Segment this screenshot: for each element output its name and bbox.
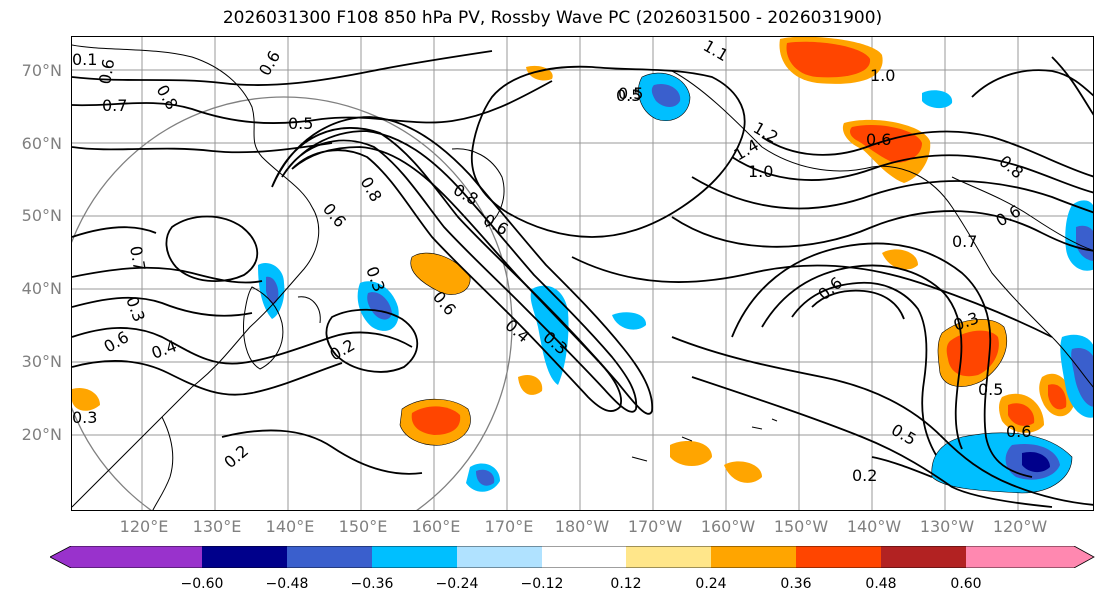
map-svg: 0.6 0.7 0.8 0.5 0.5 0.6 0.7 0.3 0.6 0.4 …	[72, 37, 1093, 510]
colorbar-tick: 0.48	[865, 576, 897, 592]
contour-label: 1.1	[700, 37, 732, 65]
colorbar-segment	[71, 546, 202, 568]
lat-label-30n: 30°N	[21, 352, 62, 371]
lon-label: 160°E	[411, 517, 461, 536]
contour-label: 0.2	[220, 441, 252, 472]
colorbar-svg	[49, 545, 1095, 569]
contour-label: 0.5	[616, 86, 641, 105]
colorbar-tick: −0.24	[435, 576, 479, 592]
lon-label: 170°E	[484, 517, 534, 536]
colorbar-extend-max	[1074, 546, 1094, 568]
colorbar-segment	[796, 546, 881, 568]
lat-label-60n: 60°N	[21, 134, 62, 153]
lon-label: 120°W	[992, 517, 1048, 536]
domain-circle	[72, 96, 513, 510]
colorbar-tick: −0.36	[350, 576, 394, 592]
contour-label: 0.6	[319, 199, 350, 231]
colorbar-segment	[202, 546, 287, 568]
colorbar-segment	[881, 546, 966, 568]
colorbar-tick: −0.48	[265, 576, 309, 592]
contour-label: 0.5	[288, 114, 313, 133]
contour-label: 0.4	[501, 316, 533, 347]
contour-label: 0.7	[102, 96, 127, 115]
colorbar-segment	[711, 546, 796, 568]
map-panel: 0.6 0.7 0.8 0.5 0.5 0.6 0.7 0.3 0.6 0.4 …	[71, 36, 1094, 511]
contour-label: 0.6	[101, 327, 133, 356]
contour-label: 0.5	[888, 420, 920, 449]
colorbar-segment	[287, 546, 372, 568]
lon-label: 130°W	[919, 517, 975, 536]
colorbar-tick: 0.12	[610, 576, 642, 592]
contour-label: 0.2	[852, 466, 877, 485]
lon-label: 120°E	[119, 517, 169, 536]
colorbar-tick: 0.24	[695, 576, 727, 592]
contour-label: 0.6	[1006, 422, 1031, 441]
lon-label: 170°W	[627, 517, 683, 536]
colorbar-tick: 0.36	[780, 576, 812, 592]
lon-label: 150°W	[773, 517, 829, 536]
contour-label: 0.6	[993, 201, 1025, 230]
contour-label: 0.6	[814, 273, 846, 304]
coastlines	[72, 44, 1093, 510]
contour-label: 0.3	[72, 408, 97, 427]
filled-anomalies	[72, 37, 1093, 493]
colorbar-tick: −0.60	[180, 576, 224, 592]
contour-label: 0.8	[995, 152, 1027, 183]
colorbar	[49, 545, 1095, 569]
chart-title: 2026031300 F108 850 hPa PV, Rossby Wave …	[222, 8, 883, 28]
lat-label-70n: 70°N	[21, 61, 62, 80]
lat-label-50n: 50°N	[21, 206, 62, 225]
contour-label: 0.1	[72, 50, 97, 69]
contour-label: 0.7	[952, 232, 977, 251]
colorbar-segment	[372, 546, 457, 568]
contour-label: 0.5	[618, 84, 643, 103]
lon-label: 150°E	[338, 517, 388, 536]
colorbar-extend-min	[50, 546, 71, 568]
lat-label-20n: 20°N	[21, 425, 62, 444]
anomaly-outlines	[399, 72, 1073, 494]
contour-label: 1.0	[748, 162, 773, 181]
contour-label: 0.4	[149, 336, 179, 363]
colorbar-tick: −0.12	[520, 576, 564, 592]
contour-label: 0.7	[126, 244, 149, 272]
lon-label: 140°W	[846, 517, 902, 536]
colorbar-segment	[626, 546, 711, 568]
lon-label: 160°W	[700, 517, 756, 536]
contour-label: 0.6	[255, 47, 284, 79]
lat-label-40n: 40°N	[21, 279, 62, 298]
contour-label: 0.6	[866, 130, 891, 149]
lon-label: 130°E	[192, 517, 242, 536]
pv-contours	[72, 50, 1093, 508]
contour-label: 0.2	[327, 335, 359, 364]
lon-label: 180°W	[554, 517, 610, 536]
graticule	[72, 37, 1093, 510]
contour-label: 0.6	[95, 57, 118, 85]
colorbar-segment	[457, 546, 542, 568]
contour-label: 0.5	[978, 380, 1003, 399]
contour-label: 1.0	[870, 66, 895, 85]
colorbar-segment	[542, 546, 626, 568]
lon-label: 140°E	[265, 517, 315, 536]
contour-label: 0.8	[153, 82, 182, 114]
colorbar-segment	[966, 546, 1074, 568]
colorbar-tick: 0.60	[950, 576, 982, 592]
